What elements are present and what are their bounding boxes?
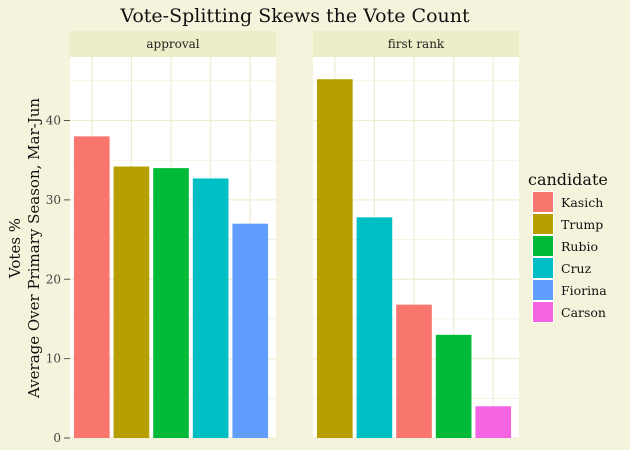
bar-approval-trump: [113, 166, 150, 438]
bar-first-rank-kasich: [396, 304, 432, 438]
legend-label: Fiorina: [561, 283, 607, 298]
y-axis-title-line-1: Votes %: [6, 218, 24, 279]
facet-panels: approval first rank: [70, 31, 519, 439]
legend-item-cruz: Cruz: [532, 257, 592, 279]
legend-swatch: [533, 302, 553, 322]
legend-swatch: [533, 236, 553, 256]
legend-swatch: [533, 192, 553, 212]
legend-swatch: [533, 258, 553, 278]
y-tick-label: 0: [53, 431, 61, 445]
facet-label: approval: [146, 37, 199, 51]
facet-panel-0: approval: [70, 31, 276, 439]
bar-approval-rubio: [153, 168, 189, 438]
y-axis-title: Votes % Average Over Primary Season, Mar…: [6, 98, 43, 399]
legend-label: Trump: [561, 217, 603, 232]
legend-label: Rubio: [561, 239, 598, 254]
y-tick-label: 10: [46, 352, 61, 366]
legend-item-rubio: Rubio: [532, 235, 598, 257]
facet-strip: [313, 31, 519, 57]
bar-first-rank-carson: [475, 406, 512, 438]
legend: candidate Kasich Trump Rubio Cruz Fiorina Car…: [528, 170, 608, 323]
legend-swatch: [533, 214, 553, 234]
bar-first-rank-cruz: [356, 217, 393, 438]
legend-item-carson: Carson: [532, 301, 606, 323]
legend-swatch: [533, 280, 553, 300]
legend-item-fiorina: Fiorina: [532, 279, 607, 301]
legend-label: Cruz: [561, 261, 592, 276]
facet-strip: [70, 31, 276, 57]
chart-title: Vote-Splitting Skews the Vote Count: [119, 5, 470, 27]
legend-item-trump: Trump: [532, 213, 603, 235]
bar-approval-fiorina: [232, 223, 269, 438]
facet-panel-1: first rank: [313, 31, 519, 439]
bar-approval-cruz: [192, 178, 229, 438]
y-axis-title-line-2: Average Over Primary Season, Mar-Jun: [25, 98, 43, 399]
facet-label: first rank: [388, 37, 445, 51]
legend-label: Carson: [561, 305, 606, 320]
y-axis-ticks: 0 10 20 30 40: [46, 114, 70, 445]
bar-first-rank-trump: [316, 79, 353, 438]
legend-label: Kasich: [561, 195, 603, 210]
y-tick-label: 20: [46, 272, 61, 286]
bar-approval-kasich: [73, 136, 110, 438]
legend-title: candidate: [528, 170, 608, 189]
legend-item-kasich: Kasich: [532, 191, 603, 213]
y-tick-label: 40: [46, 114, 61, 128]
y-tick-label: 30: [46, 193, 61, 207]
legend-items: Kasich Trump Rubio Cruz Fiorina Carson: [532, 191, 607, 323]
bar-first-rank-rubio: [435, 334, 472, 438]
